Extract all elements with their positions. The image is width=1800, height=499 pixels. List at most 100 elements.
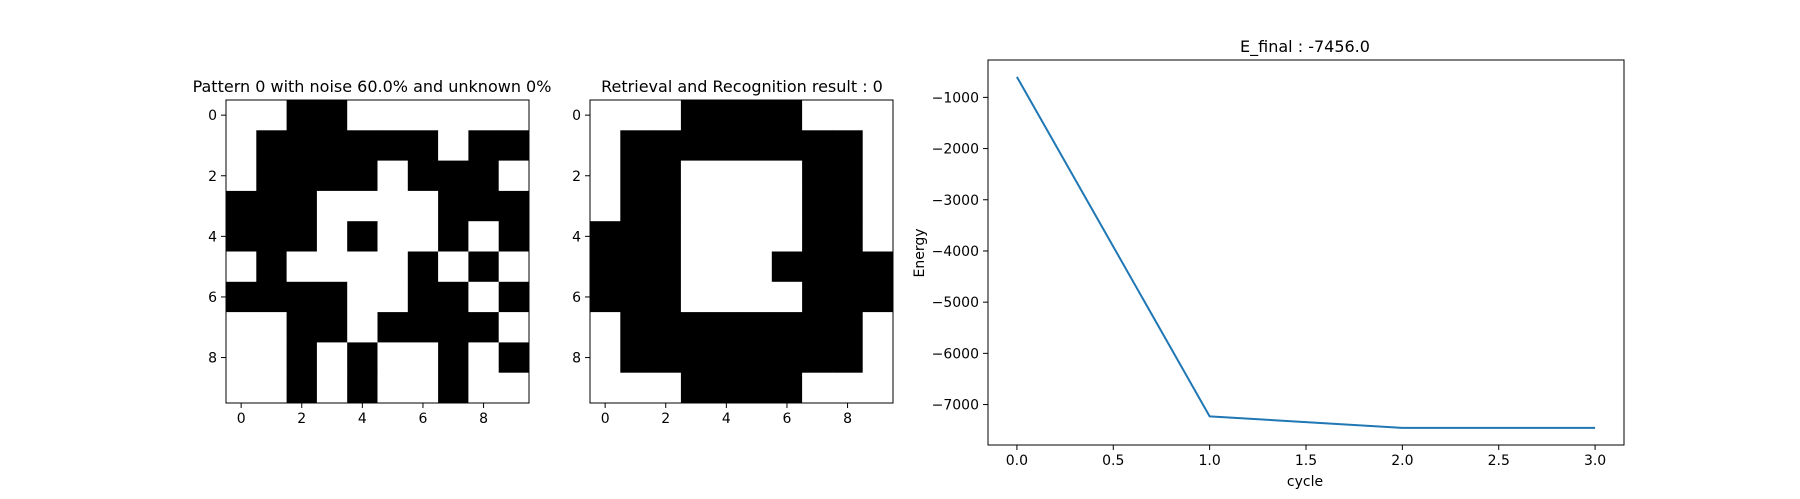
cell-r1-c0 <box>590 130 621 161</box>
cell-r5-c8 <box>468 251 500 283</box>
cell-r4-c1 <box>620 221 651 252</box>
cell-r5-c9 <box>498 251 530 283</box>
cell-r8-c8 <box>468 342 500 374</box>
y-tick-label: 6 <box>208 290 217 306</box>
cell-r9-c6 <box>407 372 439 404</box>
energy-chart-x-label: cycle <box>1287 474 1323 490</box>
cell-r6-c8 <box>468 281 500 313</box>
cell-r4-c6 <box>771 221 803 252</box>
noisy-pattern-cells <box>226 100 530 404</box>
cell-r2-c1 <box>620 160 651 192</box>
cell-r5-c1 <box>256 251 287 283</box>
y-tick-label: −5000 <box>932 295 979 311</box>
cell-r6-c1 <box>620 281 651 313</box>
retrieval-result-y-ticks: 0 2 4 6 8 <box>572 108 590 367</box>
cell-r7-c4 <box>711 312 742 343</box>
cell-r0-c9 <box>862 100 894 131</box>
cell-r1-c9 <box>862 130 894 161</box>
cell-r0-c5 <box>741 100 773 131</box>
y-tick-label: 8 <box>208 351 217 367</box>
cell-r3-c2 <box>650 190 682 222</box>
energy-chart-x-ticks: 0.0 0.5 1.0 1.5 2.0 2.5 3.0 <box>1006 445 1606 469</box>
cell-r9-c4 <box>347 372 378 404</box>
cell-r8-c8 <box>832 342 864 374</box>
cell-r1-c8 <box>832 130 864 161</box>
cell-r9-c3 <box>680 372 712 404</box>
cell-r8-c2 <box>286 342 318 374</box>
cell-r7-c6 <box>407 312 439 343</box>
cell-r6-c1 <box>256 281 287 313</box>
x-tick-label: 6 <box>782 411 791 427</box>
cell-r7-c2 <box>286 312 318 343</box>
cell-r3-c6 <box>407 190 439 222</box>
cell-r3-c5 <box>741 190 773 222</box>
y-tick-label: −4000 <box>932 244 979 260</box>
x-tick-label: 2.0 <box>1391 453 1413 469</box>
cell-r7-c5 <box>741 312 773 343</box>
cell-r6-c7 <box>802 281 833 313</box>
cell-r6-c5 <box>377 281 409 313</box>
cell-r7-c9 <box>498 312 530 343</box>
x-tick-label: 4 <box>722 411 731 427</box>
cell-r7-c6 <box>771 312 803 343</box>
cell-r5-c7 <box>802 251 833 283</box>
cell-r9-c8 <box>468 372 500 404</box>
cell-r1-c1 <box>256 130 287 161</box>
cell-r9-c5 <box>741 372 773 404</box>
cell-r2-c9 <box>498 160 530 192</box>
cell-r5-c1 <box>620 251 651 283</box>
energy-chart-panel: E_final : -7456.0 0.0 0.5 1.0 1.5 2.0 2.5 3.0 … <box>912 37 1625 490</box>
x-tick-label: 0 <box>601 411 610 427</box>
cell-r9-c1 <box>620 372 651 404</box>
cell-r8-c5 <box>741 342 773 374</box>
cell-r4-c0 <box>590 221 621 252</box>
cell-r4-c0 <box>226 221 257 252</box>
cell-r2-c4 <box>711 160 742 192</box>
cell-r3-c8 <box>468 190 500 222</box>
cell-r1-c2 <box>286 130 318 161</box>
cell-r5-c6 <box>407 251 439 283</box>
cell-r0-c1 <box>620 100 651 131</box>
retrieval-result-frame <box>589 99 894 404</box>
cell-r4-c5 <box>377 221 409 252</box>
cell-r6-c3 <box>680 281 712 313</box>
cell-r4-c6 <box>407 221 439 252</box>
cell-r6-c2 <box>650 281 682 313</box>
x-tick-label: 8 <box>479 411 488 427</box>
cell-r3-c4 <box>347 190 378 222</box>
cell-r3-c0 <box>590 190 621 222</box>
x-tick-label: 0 <box>237 411 246 427</box>
y-tick-label: −1000 <box>932 90 979 106</box>
cell-r7-c8 <box>468 312 500 343</box>
cell-r9-c0 <box>226 372 257 404</box>
cell-r6-c6 <box>771 281 803 313</box>
cell-r4-c9 <box>498 221 530 252</box>
cell-r0-c0 <box>226 100 257 131</box>
cell-r7-c8 <box>832 312 864 343</box>
cell-r7-c2 <box>650 312 682 343</box>
cell-r4-c2 <box>286 221 318 252</box>
cell-r2-c9 <box>862 160 894 192</box>
noisy-pattern-x-ticks: 0 2 4 6 8 <box>237 403 488 427</box>
cell-r5-c2 <box>650 251 682 283</box>
cell-r0-c6 <box>771 100 803 131</box>
cell-r1-c5 <box>741 130 773 161</box>
noisy-pattern-frame <box>225 99 530 404</box>
cell-r1-c9 <box>498 130 530 161</box>
cell-r1-c2 <box>650 130 682 161</box>
y-tick-label: 0 <box>208 108 217 124</box>
cell-r7-c1 <box>620 312 651 343</box>
cell-r5-c2 <box>286 251 318 283</box>
cell-r0-c9 <box>498 100 530 131</box>
energy-chart-y-label: Energy <box>912 228 928 277</box>
cell-r0-c3 <box>316 100 348 131</box>
cell-r4-c8 <box>468 221 500 252</box>
cell-r3-c1 <box>256 190 287 222</box>
cell-r0-c8 <box>468 100 500 131</box>
cell-r9-c4 <box>711 372 742 404</box>
noisy-pattern-title: Pattern 0 with noise 60.0% and unknown 0… <box>193 77 552 96</box>
cell-r1-c7 <box>802 130 833 161</box>
cell-r8-c9 <box>498 342 530 374</box>
cell-r2-c6 <box>407 160 439 192</box>
cell-r3-c5 <box>377 190 409 222</box>
